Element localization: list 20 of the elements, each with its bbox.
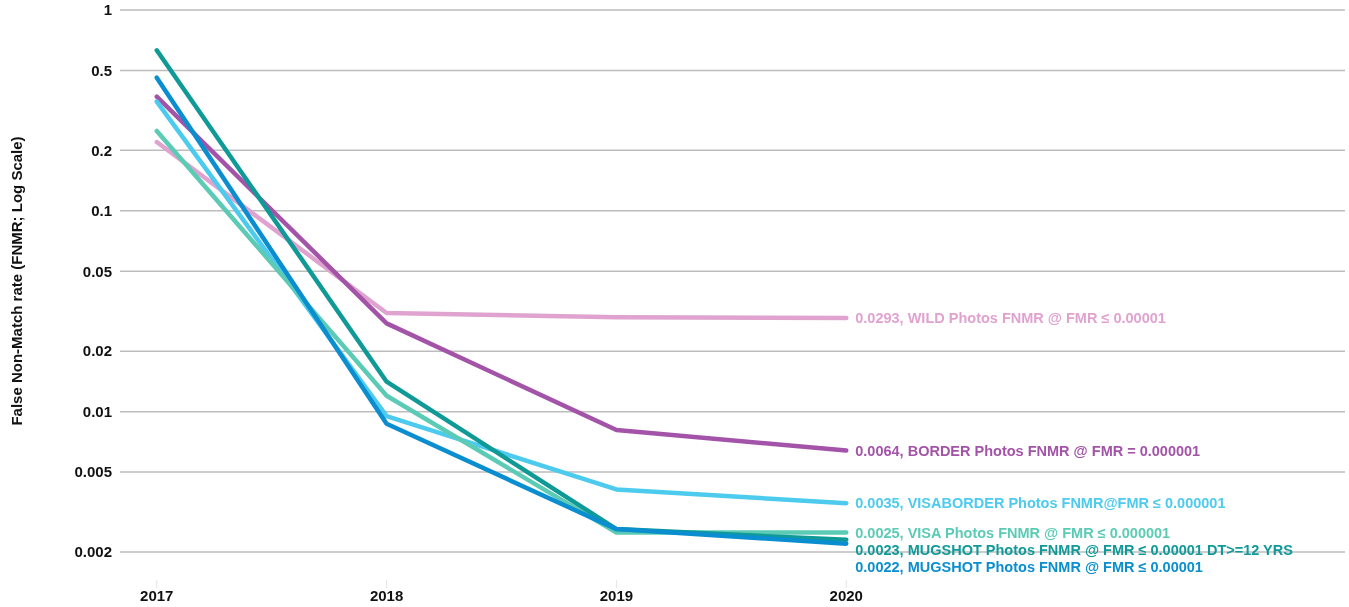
- x-tick-label: 2017: [140, 587, 174, 604]
- series-label: 0.0293, WILD Photos FNMR @ FMR ≤ 0.00001: [855, 309, 1166, 326]
- y-tick-label: 0.1: [91, 202, 112, 220]
- series-label: 0.0023, MUGSHOT Photos FNMR @ FMR ≤ 0.00001 DT>=12 YRS: [855, 541, 1294, 558]
- y-tick-label: 0.01: [82, 402, 112, 420]
- y-tick-label: 1: [103, 1, 112, 19]
- series-label: 0.0035, VISABORDER Photos FNMR@FMR ≤ 0.000001: [855, 495, 1226, 512]
- y-tick-label: 0.005: [74, 463, 112, 481]
- series-label: 0.0064, BORDER Photos FNMR @ FMR = 0.000001: [855, 442, 1201, 459]
- x-tick-label: 2020: [829, 587, 863, 604]
- y-tick-label: 0.02: [82, 342, 112, 360]
- series-label: 0.0022, MUGSHOT Photos FNMR @ FMR ≤ 0.00001: [855, 558, 1203, 575]
- y-tick-label: 0.05: [82, 262, 112, 280]
- x-tick-label: 2018: [369, 587, 404, 604]
- series-label: 0.0025, VISA Photos FNMR @ FMR ≤ 0.000001: [855, 524, 1171, 541]
- y-tick-label: 0.5: [91, 61, 112, 79]
- y-tick-label: 0.002: [74, 543, 112, 561]
- y-axis-title: False Non-Match rate (FNMR; Log Scale): [8, 136, 25, 426]
- x-tick-label: 2019: [599, 587, 634, 604]
- y-tick-label: 0.2: [91, 141, 112, 159]
